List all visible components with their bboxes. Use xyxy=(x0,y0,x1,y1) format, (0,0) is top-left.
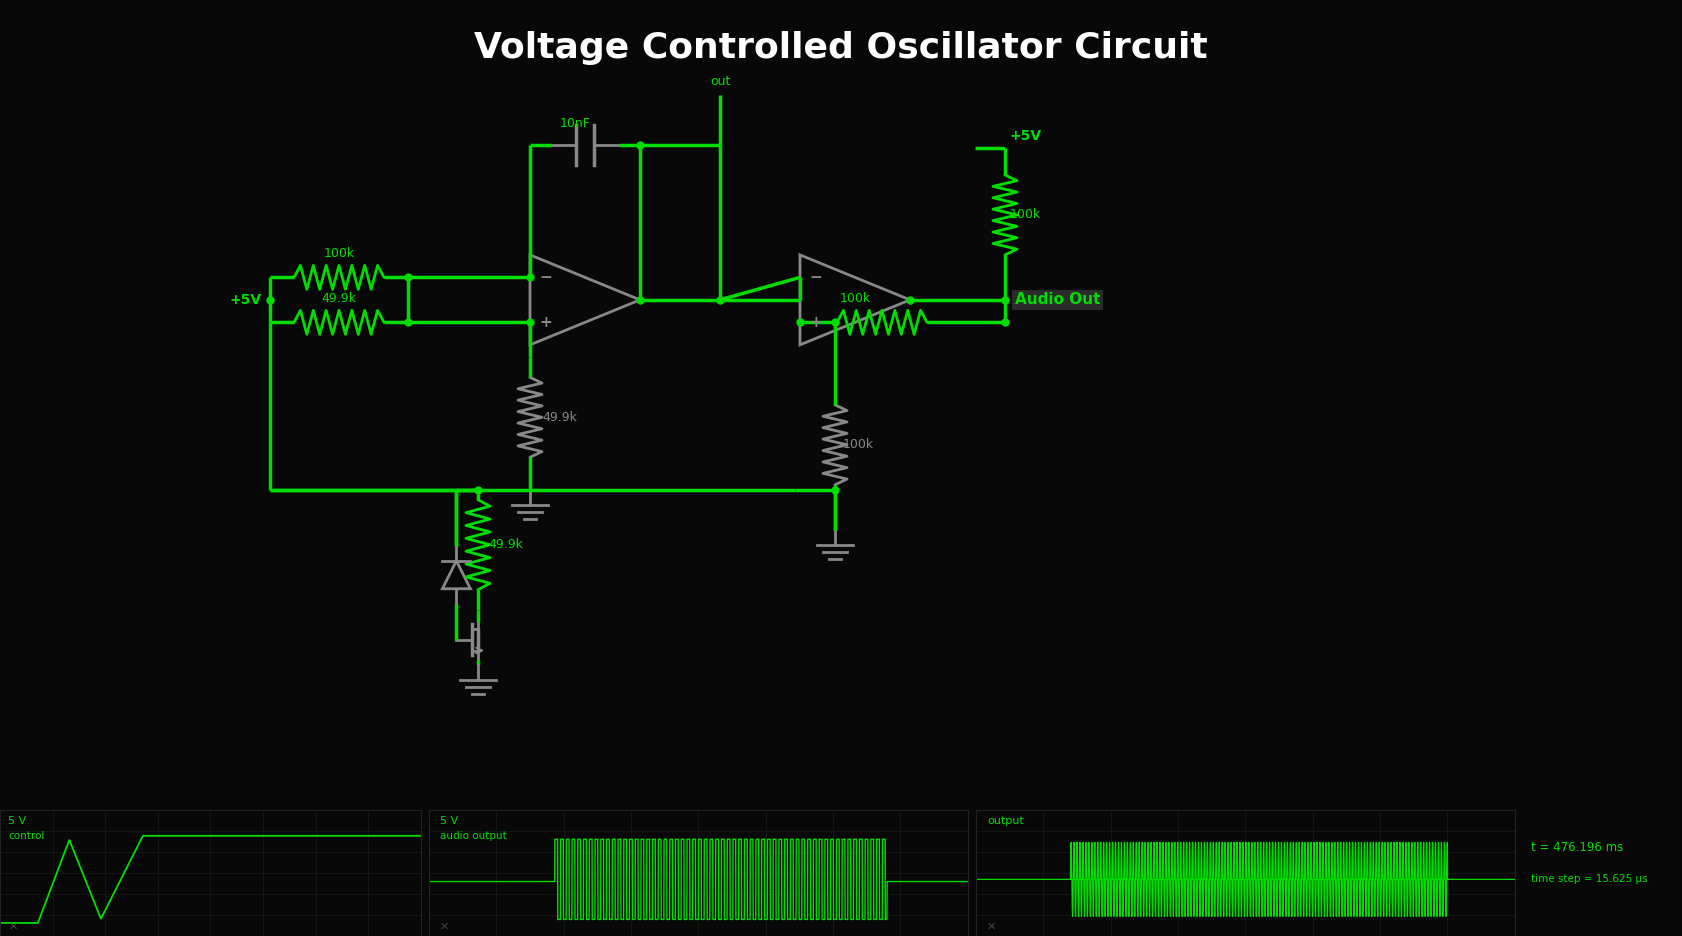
Text: control: control xyxy=(8,831,45,841)
Text: 49.9k: 49.9k xyxy=(321,292,357,305)
Text: 100k: 100k xyxy=(843,438,873,451)
Text: out: out xyxy=(710,75,730,88)
Text: +: + xyxy=(809,314,822,329)
Text: Voltage Controlled Oscillator Circuit: Voltage Controlled Oscillator Circuit xyxy=(474,31,1208,65)
Text: time step = 15.625 μs: time step = 15.625 μs xyxy=(1531,874,1647,885)
Text: audio output: audio output xyxy=(439,831,506,841)
Text: −: − xyxy=(540,270,552,285)
Text: 5 V: 5 V xyxy=(439,816,458,826)
Text: 100k: 100k xyxy=(1009,209,1041,222)
Text: 49.9k: 49.9k xyxy=(488,538,523,551)
Text: 100k: 100k xyxy=(839,292,871,305)
Text: ✕: ✕ xyxy=(8,922,19,931)
Text: 5 V: 5 V xyxy=(8,816,27,826)
Text: ✕: ✕ xyxy=(986,922,996,931)
Text: +5V: +5V xyxy=(1009,129,1041,143)
Text: 10nF: 10nF xyxy=(558,117,590,130)
Text: output: output xyxy=(986,816,1023,826)
Text: t = 476.196 ms: t = 476.196 ms xyxy=(1531,841,1623,854)
Text: −: − xyxy=(809,270,822,285)
Text: 100k: 100k xyxy=(323,247,355,260)
Text: +5V: +5V xyxy=(230,293,262,307)
Text: 49.9k: 49.9k xyxy=(542,411,577,424)
Text: +: + xyxy=(540,314,552,329)
Text: ✕: ✕ xyxy=(439,922,449,931)
Text: Audio Out: Audio Out xyxy=(1014,292,1100,307)
